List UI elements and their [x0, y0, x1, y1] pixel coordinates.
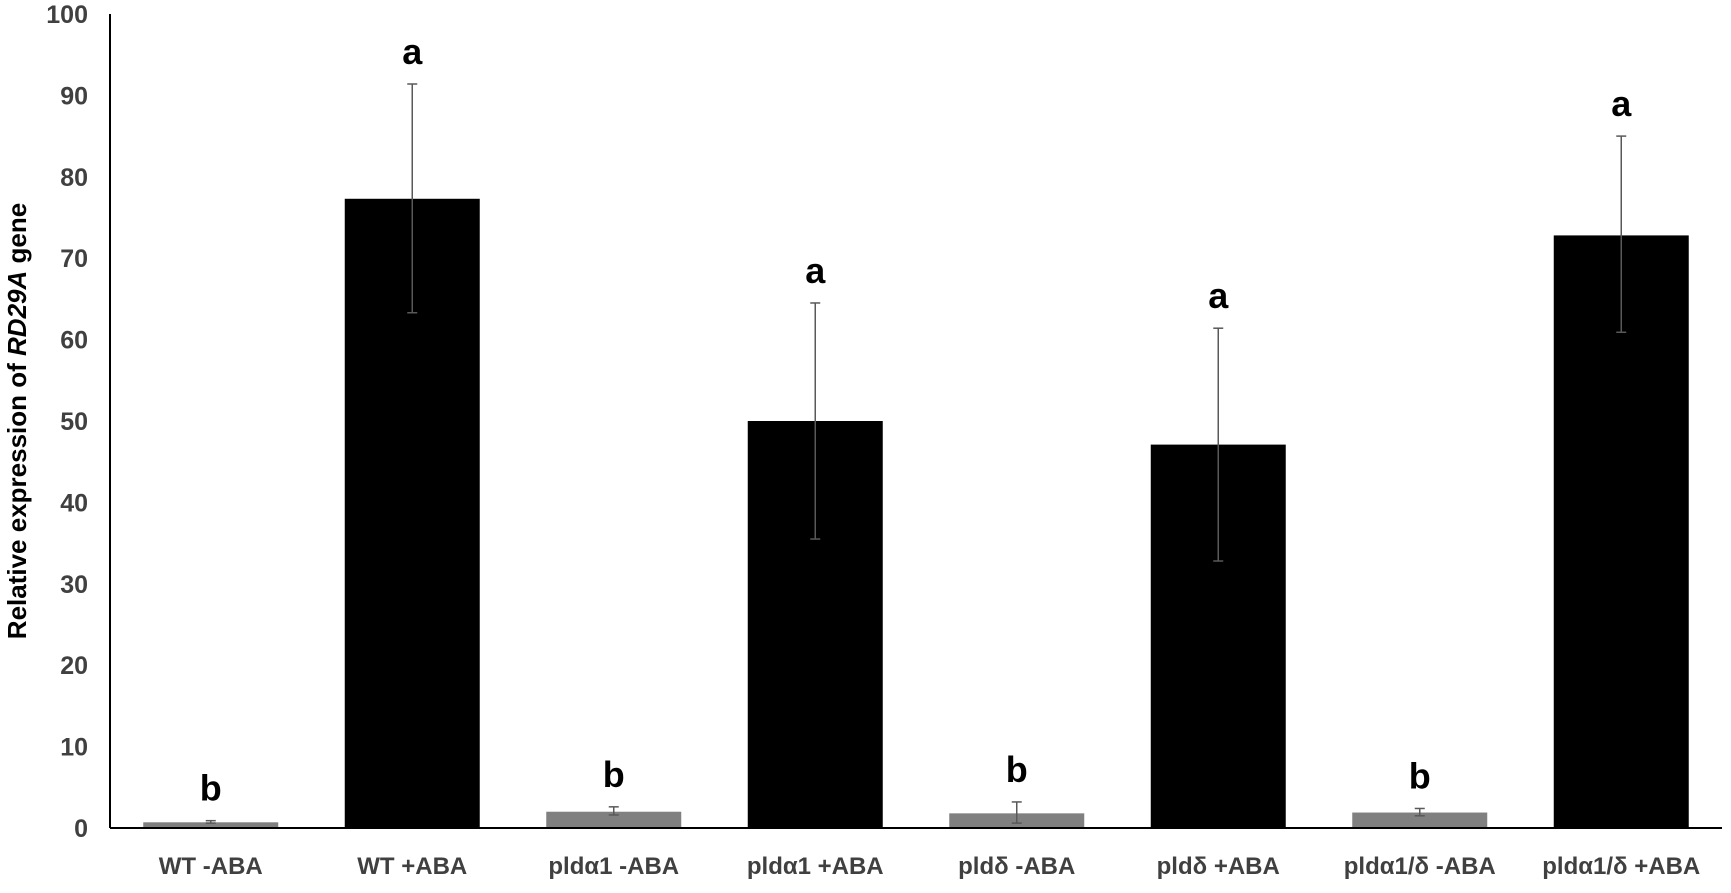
significance-letter: b	[1006, 749, 1028, 790]
y-tick-label: 70	[60, 245, 88, 273]
significance-letter: b	[1409, 755, 1431, 796]
x-tick-label: pldα1 +ABA	[747, 853, 884, 880]
y-tick-label: 20	[60, 652, 88, 680]
x-tick-label: pldα1 -ABA	[548, 853, 679, 880]
bar	[143, 822, 279, 828]
x-tick-label: WT +ABA	[357, 853, 467, 880]
y-axis-label-prefix: Relative expression of	[2, 356, 32, 639]
significance-letter: b	[200, 768, 222, 809]
significance-letter: b	[603, 754, 625, 795]
y-tick-label: 90	[60, 82, 88, 110]
bar	[546, 811, 682, 828]
y-tick-label: 80	[60, 164, 88, 192]
significance-letter: a	[1611, 83, 1632, 124]
significance-letter: a	[402, 31, 423, 72]
y-tick-label: 100	[46, 1, 88, 29]
y-axis-label: Relative expression of RD29A gene	[2, 203, 32, 639]
bar	[1553, 235, 1689, 828]
significance-labels: b a b a b a b a	[200, 31, 1632, 809]
y-tick-label: 10	[60, 734, 88, 762]
significance-letter: a	[805, 250, 826, 291]
y-axis-label-suffix: gene	[2, 203, 32, 271]
x-tick-label: pldδ +ABA	[1157, 853, 1280, 880]
y-tick-label: 30	[60, 571, 88, 599]
y-tick-label: 50	[60, 408, 88, 436]
x-tick-label: pldα1/δ +ABA	[1542, 853, 1700, 880]
x-tick-label: WT -ABA	[159, 853, 263, 880]
significance-letter: a	[1208, 275, 1229, 316]
x-tick-label: pldδ -ABA	[958, 853, 1075, 880]
x-axis-labels: WT -ABA WT +ABA pldα1 -ABA pldα1 +ABA pldδ -…	[159, 853, 1700, 880]
y-axis-label-gene: RD29A	[2, 271, 32, 356]
y-axis-ticks: 0 10 20 30 40 50 60 70 80 90 100	[46, 1, 88, 843]
bars	[143, 198, 1689, 828]
y-tick-label: 60	[60, 327, 88, 355]
x-tick-label: pldα1/δ -ABA	[1344, 853, 1496, 880]
bar	[1352, 812, 1488, 828]
y-tick-label: 40	[60, 489, 88, 517]
y-tick-label: 0	[74, 815, 88, 843]
error-bars	[205, 83, 1627, 824]
